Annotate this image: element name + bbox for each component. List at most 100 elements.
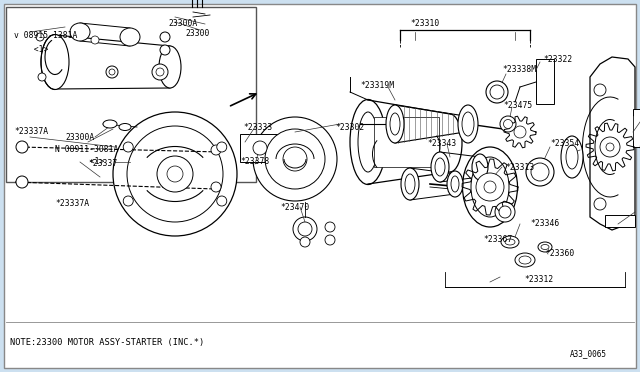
Bar	[374, 117, 439, 167]
Ellipse shape	[405, 174, 415, 194]
Ellipse shape	[401, 168, 419, 200]
Circle shape	[167, 166, 183, 182]
Ellipse shape	[431, 152, 449, 182]
Circle shape	[157, 156, 193, 192]
Ellipse shape	[350, 99, 386, 185]
Text: *23367: *23367	[483, 234, 512, 244]
Circle shape	[600, 137, 620, 157]
Circle shape	[38, 73, 46, 81]
Circle shape	[265, 129, 325, 189]
Text: *23310: *23310	[410, 19, 439, 29]
Circle shape	[16, 176, 28, 188]
Ellipse shape	[495, 202, 515, 222]
Ellipse shape	[471, 157, 509, 217]
Bar	[633, 109, 640, 147]
Ellipse shape	[519, 256, 531, 264]
Text: *23343: *23343	[427, 140, 456, 148]
Circle shape	[283, 147, 307, 171]
Text: *23322: *23322	[543, 55, 572, 64]
Circle shape	[594, 198, 606, 210]
Text: *23302: *23302	[335, 122, 364, 131]
Circle shape	[152, 64, 168, 80]
Circle shape	[211, 182, 221, 192]
Bar	[605, 215, 635, 227]
Ellipse shape	[526, 158, 554, 186]
Ellipse shape	[515, 253, 535, 267]
Circle shape	[124, 196, 133, 206]
Text: *23360: *23360	[545, 250, 574, 259]
Circle shape	[217, 142, 227, 152]
Ellipse shape	[504, 119, 513, 128]
Ellipse shape	[390, 113, 400, 135]
Ellipse shape	[500, 116, 516, 132]
Ellipse shape	[462, 112, 474, 136]
Ellipse shape	[458, 105, 478, 143]
Circle shape	[156, 68, 164, 76]
Polygon shape	[590, 57, 635, 230]
Circle shape	[106, 66, 118, 78]
Circle shape	[325, 222, 335, 232]
Circle shape	[253, 117, 337, 201]
Ellipse shape	[119, 124, 131, 131]
Ellipse shape	[159, 46, 181, 88]
Circle shape	[514, 126, 526, 138]
Text: *23318: *23318	[638, 145, 640, 154]
Ellipse shape	[531, 163, 549, 181]
Text: *23470: *23470	[280, 202, 309, 212]
Text: *23475: *23475	[503, 102, 532, 110]
Circle shape	[91, 36, 99, 44]
Text: <1>: <1>	[24, 45, 49, 54]
Circle shape	[325, 235, 335, 245]
Bar	[536, 59, 554, 104]
Circle shape	[127, 126, 223, 222]
Text: NOTE:23300 MOTOR ASSY-STARTER (INC.*): NOTE:23300 MOTOR ASSY-STARTER (INC.*)	[10, 337, 204, 346]
Text: *23312: *23312	[524, 276, 553, 285]
Circle shape	[113, 112, 237, 236]
Ellipse shape	[561, 136, 583, 178]
Text: *23378: *23378	[240, 157, 269, 167]
Circle shape	[109, 69, 115, 75]
Ellipse shape	[505, 239, 515, 245]
Text: *23319M: *23319M	[360, 80, 394, 90]
Ellipse shape	[541, 244, 549, 250]
Text: *23354: *23354	[550, 140, 579, 148]
Ellipse shape	[447, 171, 463, 197]
Bar	[240, 134, 280, 162]
Text: *23313: *23313	[505, 163, 534, 171]
Circle shape	[160, 45, 170, 55]
Circle shape	[253, 141, 267, 155]
Ellipse shape	[386, 105, 404, 143]
Text: v 08915-1381A: v 08915-1381A	[14, 32, 77, 41]
Ellipse shape	[70, 23, 90, 41]
Ellipse shape	[501, 236, 519, 248]
Ellipse shape	[358, 112, 378, 172]
Circle shape	[594, 84, 606, 96]
Circle shape	[476, 173, 504, 201]
Text: <1>: <1>	[80, 157, 104, 167]
Circle shape	[124, 142, 133, 152]
Ellipse shape	[451, 176, 459, 192]
Ellipse shape	[499, 206, 511, 218]
Ellipse shape	[120, 28, 140, 46]
Text: 23300A: 23300A	[168, 19, 197, 28]
Ellipse shape	[538, 242, 552, 252]
Circle shape	[484, 181, 496, 193]
Circle shape	[160, 32, 170, 42]
Circle shape	[606, 143, 614, 151]
Text: *23346: *23346	[530, 219, 559, 228]
Text: *23337A: *23337A	[14, 128, 48, 137]
Ellipse shape	[435, 158, 445, 176]
Ellipse shape	[566, 145, 578, 169]
Ellipse shape	[472, 154, 488, 180]
Ellipse shape	[463, 147, 518, 227]
Ellipse shape	[103, 120, 117, 128]
Bar	[6, 7, 256, 182]
Text: *23338M: *23338M	[502, 65, 536, 74]
Circle shape	[211, 145, 221, 155]
Text: *23333: *23333	[243, 122, 272, 131]
Circle shape	[300, 237, 310, 247]
Text: *23337: *23337	[88, 160, 117, 169]
Circle shape	[16, 141, 28, 153]
Circle shape	[293, 217, 317, 241]
Circle shape	[298, 222, 312, 236]
